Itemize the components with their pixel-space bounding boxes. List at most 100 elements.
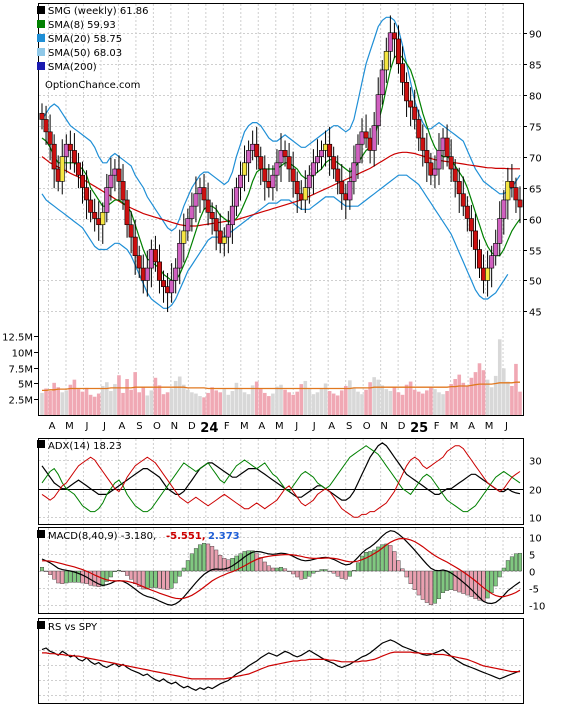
volume-bar <box>331 393 336 415</box>
volume-tick-label: 12.5M <box>2 333 33 344</box>
candle-body <box>306 174 312 188</box>
minus-di-line <box>41 445 521 518</box>
candle-body <box>242 162 248 176</box>
candle-body <box>404 82 410 102</box>
candle-body <box>161 280 167 287</box>
candle-body <box>92 212 98 219</box>
candle-body <box>108 174 114 188</box>
candle-body <box>88 199 94 213</box>
macd-hist-bar <box>52 570 57 580</box>
macd-hist-bar <box>92 570 97 587</box>
candle-body <box>152 249 158 263</box>
candle-body <box>448 156 454 170</box>
macd-hist-bar <box>189 553 194 572</box>
candle-body <box>116 168 122 182</box>
candle-body <box>197 187 203 195</box>
candle-body <box>444 137 450 157</box>
candle-body <box>104 187 110 213</box>
macd-hist-bar <box>226 559 231 572</box>
volume-bar <box>72 379 77 415</box>
volume-bar <box>311 394 316 415</box>
macd-hist-bar <box>509 556 514 572</box>
candle-body <box>254 143 260 157</box>
y-tick-label: 65 <box>529 185 542 196</box>
macd-hist-bar <box>202 542 207 572</box>
macd-hist-bar <box>436 570 441 600</box>
volume-bar <box>133 372 137 415</box>
adx-label-swatch <box>37 440 45 448</box>
volume-bar <box>295 391 300 415</box>
legend-sma50: SMA(50) 68.03 <box>48 48 122 59</box>
month-label: M <box>240 421 249 432</box>
volume-tick-label: 2.5M <box>8 396 33 407</box>
volume-bar <box>477 363 482 415</box>
volume-bar <box>100 385 105 415</box>
candle-body <box>250 143 256 151</box>
month-label: F <box>434 421 440 432</box>
macd-hist-bar <box>408 570 413 584</box>
macd-label: MACD(8,40,9) -3.180, <box>48 531 156 542</box>
candle-body <box>472 230 478 250</box>
macd-hist-bar <box>428 570 433 606</box>
candle-body <box>59 156 65 182</box>
volume-bar <box>352 387 356 415</box>
volume-bar <box>177 376 182 415</box>
month-label: S <box>346 421 352 432</box>
macd-hist-bar <box>149 570 154 588</box>
macd-hist-bar <box>343 570 348 580</box>
volume-bar <box>48 391 52 415</box>
macd-hist-bar <box>279 567 284 572</box>
volume-bar <box>210 387 214 415</box>
candle-body <box>400 63 406 83</box>
macd-hist-bar <box>315 570 320 572</box>
macd-hist-bar <box>368 551 373 572</box>
volume-sma-line <box>42 381 520 392</box>
macd-hist-bar <box>258 557 263 572</box>
macd-hist-bar <box>441 570 446 593</box>
month-label: J <box>84 421 88 432</box>
legend-swatch-sma20 <box>37 34 45 42</box>
month-label: J <box>294 421 298 432</box>
volume-bar <box>194 393 198 415</box>
macd-hist-bar <box>501 567 506 572</box>
macd-hist-bar <box>384 543 389 572</box>
legend-swatch-sma200 <box>37 62 45 70</box>
volume-bar <box>449 384 453 415</box>
legend-sma8: SMA(8) 59.93 <box>48 20 116 31</box>
candle-body <box>501 199 507 219</box>
volume-bar <box>88 394 93 415</box>
candle-body <box>489 255 495 269</box>
candle-body <box>290 168 296 182</box>
volume-bar <box>52 382 56 415</box>
candle-body <box>367 137 373 151</box>
price-panel-frame <box>38 3 524 416</box>
candle-body <box>229 205 235 226</box>
volume-bar <box>246 394 251 415</box>
macd-hist-bar <box>380 544 385 572</box>
month-label: A <box>49 421 56 432</box>
macd-hist-bar <box>173 570 178 584</box>
watermark: OptionChance.com <box>45 80 140 91</box>
macd-hist-bar <box>323 569 328 572</box>
volume-bar <box>279 384 283 415</box>
rs-label: RS vs SPY <box>48 622 98 633</box>
macd-hist-bar <box>489 570 494 593</box>
macd-hist-bar <box>307 570 312 577</box>
candle-body <box>347 181 353 201</box>
candle-body <box>124 199 130 226</box>
volume-bar <box>404 384 409 415</box>
volume-y-axis: 12.5M 10M 7.5M 5M 2.5M <box>2 333 38 407</box>
volume-bar <box>400 394 405 415</box>
y-tick-label: 75 <box>529 123 542 134</box>
macd-hist-bar <box>351 570 356 572</box>
macd-hist-bar <box>165 570 170 590</box>
candle-body <box>71 150 77 164</box>
volume-bar <box>372 377 376 415</box>
price-grid <box>39 4 523 415</box>
macd-signal-line <box>42 537 521 600</box>
candle-body <box>213 218 219 232</box>
macd-hist-bar <box>197 544 202 572</box>
volume-bar <box>360 394 364 415</box>
volume-bar <box>40 392 44 415</box>
volume-bar <box>303 380 308 415</box>
